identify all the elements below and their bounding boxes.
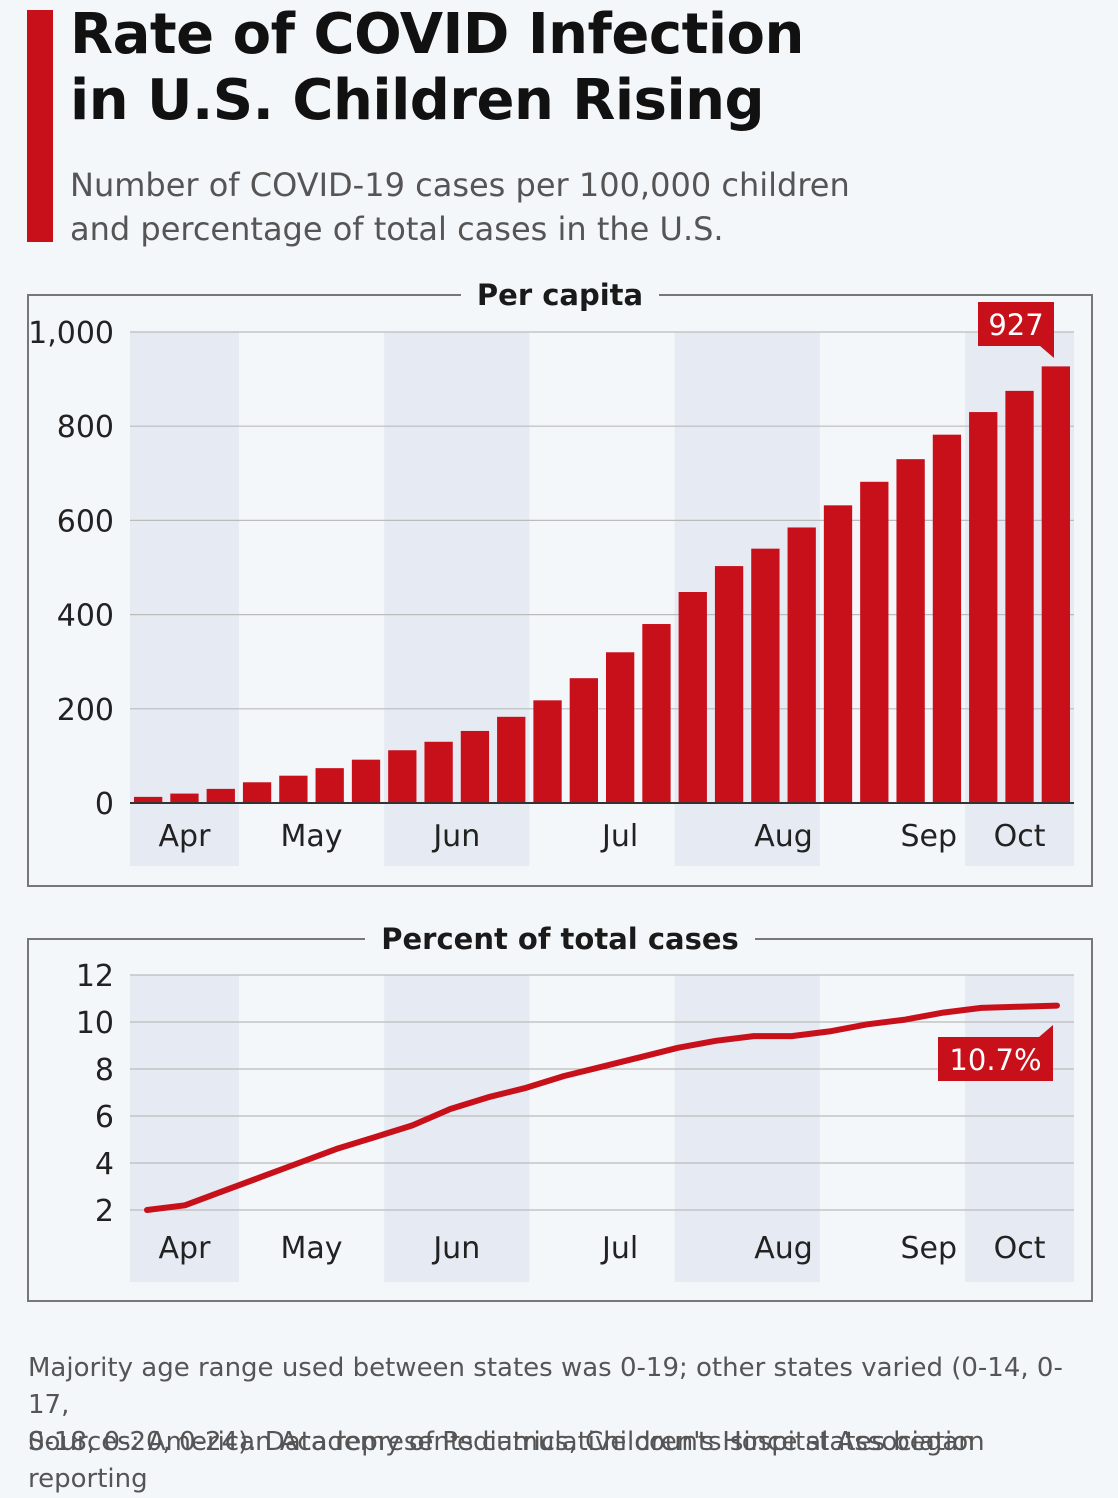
y-tick-label: 10	[76, 1006, 114, 1041]
bar	[569, 678, 598, 803]
bar	[1041, 366, 1070, 803]
x-tick-label: Jul	[600, 819, 638, 854]
bar	[424, 741, 453, 803]
series-line	[144, 1002, 1060, 1213]
bar	[388, 750, 417, 803]
bar	[606, 652, 635, 803]
bar	[533, 700, 562, 803]
x-tick-label: Apr	[159, 819, 212, 854]
y-tick-label: 1,000	[28, 316, 114, 351]
x-tick-label: Oct	[994, 1231, 1046, 1266]
bar	[787, 527, 816, 803]
bar	[642, 624, 671, 803]
month-band	[130, 975, 239, 1282]
y-tick-label: 2	[95, 1194, 114, 1229]
bar	[134, 796, 163, 803]
per-capita-bar-chart: 0 200 400 600 800 1,000 Apr May Jun Jul Aug Sep Oct 9…	[28, 302, 1074, 866]
per-capita-title-text: Per capita	[460, 278, 660, 312]
percent-title: Percent of total cases	[29, 922, 1091, 956]
subtitle: Number of COVID-19 cases per 100,000 chi…	[70, 163, 1070, 251]
bar	[279, 775, 308, 803]
x-tick-label: Sep	[900, 1231, 957, 1266]
bar	[497, 716, 526, 803]
title-line-1: Rate of COVID Infection	[70, 2, 804, 67]
bar	[1005, 390, 1034, 803]
value-callout-label: 927	[988, 308, 1043, 342]
footnote-line-1: Majority age range used between states w…	[28, 1353, 1063, 1420]
percent-panel: Percent of total cases	[27, 922, 1093, 1302]
bar	[860, 481, 889, 803]
y-tick-label: 6	[95, 1100, 114, 1135]
bar	[242, 782, 272, 803]
value-callout-pointer	[1040, 346, 1054, 358]
bar	[315, 768, 344, 803]
bar	[823, 505, 853, 803]
y-tick-label: 8	[95, 1053, 114, 1088]
month-band	[965, 975, 1074, 1282]
subtitle-line-2: and percentage of total cases in the U.S…	[70, 210, 724, 248]
bar	[678, 591, 707, 803]
y-tick-label: 600	[57, 504, 114, 539]
bar	[751, 548, 780, 803]
value-callout-box	[938, 1037, 1053, 1081]
bar	[969, 412, 998, 803]
month-band	[674, 975, 820, 1282]
percent-line-chart: 2 4 6 8 10 12 Apr May Jun Jul Aug Sep Oct 10.7%	[76, 959, 1074, 1282]
source-note: Sources: American Academy of Pediatrics,…	[28, 1427, 985, 1457]
x-tick-label: Jun	[431, 1231, 480, 1266]
x-tick-label: May	[281, 819, 343, 854]
y-tick-label: 200	[57, 693, 114, 728]
bar	[714, 566, 744, 803]
x-tick-label: Jul	[600, 1231, 638, 1266]
y-tick-label: 4	[95, 1147, 114, 1182]
x-tick-label: Oct	[994, 819, 1046, 854]
x-tick-label: May	[281, 1231, 343, 1266]
y-tick-label: 12	[76, 959, 114, 994]
y-tick-label: 0	[95, 787, 114, 822]
x-tick-label: Jun	[431, 819, 480, 854]
percent-title-text: Percent of total cases	[365, 922, 755, 956]
bar	[351, 759, 381, 803]
y-tick-label: 800	[57, 410, 114, 445]
y-tick-label: 400	[57, 599, 114, 634]
subtitle-line-1: Number of COVID-19 cases per 100,000 chi…	[70, 166, 850, 204]
value-callout-box	[978, 302, 1054, 346]
accent-bar	[27, 10, 53, 242]
value-callout-label: 10.7%	[949, 1043, 1041, 1077]
per-capita-panel: Per capita	[27, 278, 1093, 887]
value-callout-pointer	[1039, 1025, 1053, 1037]
bar	[170, 793, 199, 803]
bar	[896, 459, 925, 803]
bar	[932, 434, 962, 803]
x-tick-label: Sep	[900, 819, 957, 854]
x-tick-label: Aug	[754, 819, 813, 854]
bar	[206, 788, 235, 803]
title-line-2: in U.S. Children Rising	[70, 68, 765, 133]
per-capita-title: Per capita	[29, 278, 1091, 312]
page-title: Rate of COVID Infection in U.S. Children…	[70, 2, 1090, 134]
x-tick-label: Aug	[754, 1231, 813, 1266]
month-band	[130, 332, 239, 866]
x-tick-label: Apr	[159, 1231, 212, 1266]
bar	[460, 730, 490, 803]
